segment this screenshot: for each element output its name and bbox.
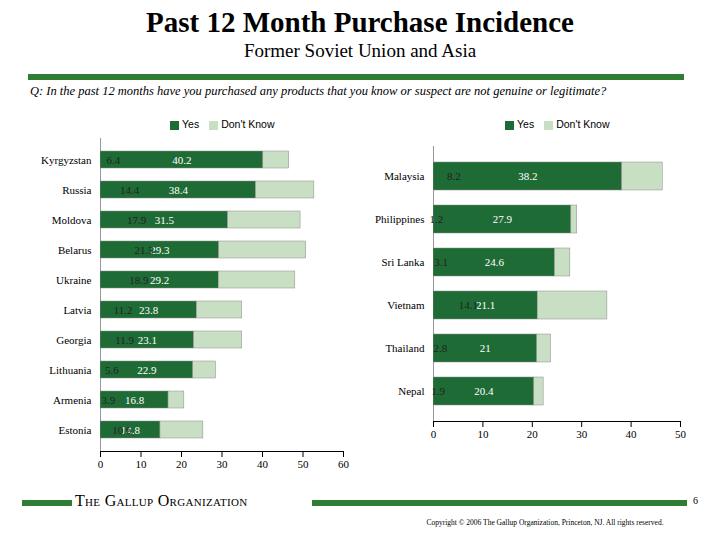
html-text:6: 6 xyxy=(693,495,698,506)
svg-text:10.6: 10.6 xyxy=(112,424,132,436)
svg-text:30: 30 xyxy=(217,458,229,470)
svg-text:14.1: 14.1 xyxy=(459,299,478,311)
svg-text:Estonia: Estonia xyxy=(59,424,92,436)
svg-text:Georgia: Georgia xyxy=(56,334,91,346)
svg-text:20: 20 xyxy=(176,458,188,470)
svg-text:Ukraine: Ukraine xyxy=(56,274,92,286)
html-text:Former Soviet Union and Asia: Former Soviet Union and Asia xyxy=(243,40,477,61)
svg-text:60: 60 xyxy=(338,458,350,470)
svg-text:10: 10 xyxy=(136,458,148,470)
svg-text:40.2: 40.2 xyxy=(172,154,191,166)
svg-text:16.8: 16.8 xyxy=(125,394,145,406)
svg-text:3.9: 3.9 xyxy=(102,394,116,406)
svg-text:Kyrgyzstan: Kyrgyzstan xyxy=(41,154,92,166)
svg-text:11.2: 11.2 xyxy=(114,304,133,316)
svg-text:50: 50 xyxy=(675,428,687,440)
svg-text:6.4: 6.4 xyxy=(107,154,121,166)
svg-text:31.5: 31.5 xyxy=(155,214,175,226)
svg-text:20: 20 xyxy=(527,428,539,440)
svg-text:Lithuania: Lithuania xyxy=(49,364,91,376)
svg-text:50: 50 xyxy=(298,458,310,470)
svg-text:Nepal: Nepal xyxy=(398,385,424,397)
svg-text:Russia: Russia xyxy=(62,184,91,196)
svg-text:0: 0 xyxy=(98,458,104,470)
html-text:Yes: Yes xyxy=(182,118,200,130)
svg-text:Philippines: Philippines xyxy=(375,213,425,225)
html-text:Past 12 Month Purchase Inciden: Past 12 Month Purchase Incidence xyxy=(146,6,574,38)
svg-text:22.9: 22.9 xyxy=(137,364,157,376)
svg-text:Armenia: Armenia xyxy=(53,394,92,406)
svg-text:Sri Lanka: Sri Lanka xyxy=(381,256,424,268)
svg-text:Thailand: Thailand xyxy=(385,342,425,354)
svg-text:40: 40 xyxy=(626,428,638,440)
svg-text:Moldova: Moldova xyxy=(52,214,92,226)
html-text:The Gallup Organization: The Gallup Organization xyxy=(75,492,248,509)
html-text:Yes: Yes xyxy=(517,118,535,130)
svg-text:2.8: 2.8 xyxy=(434,342,448,354)
html-text:Q: In the past 12 months have: Q: In the past 12 months have you purcha… xyxy=(30,84,607,98)
svg-text:10: 10 xyxy=(477,428,489,440)
svg-text:0: 0 xyxy=(431,428,437,440)
svg-text:1.2: 1.2 xyxy=(430,213,444,225)
svg-text:Vietnam: Vietnam xyxy=(387,299,425,311)
svg-text:21.5: 21.5 xyxy=(134,244,154,256)
svg-text:Belarus: Belarus xyxy=(58,244,92,256)
svg-text:3.1: 3.1 xyxy=(434,256,448,268)
svg-text:23.8: 23.8 xyxy=(139,304,159,316)
html-text:Don't Know: Don't Know xyxy=(221,118,275,130)
svg-text:21.1: 21.1 xyxy=(476,299,495,311)
svg-text:20.4: 20.4 xyxy=(474,385,494,397)
svg-text:14.4: 14.4 xyxy=(120,184,140,196)
svg-text:18.9: 18.9 xyxy=(129,274,149,286)
svg-text:Latvia: Latvia xyxy=(63,304,91,316)
svg-text:21: 21 xyxy=(480,342,491,354)
svg-text:40: 40 xyxy=(257,458,269,470)
svg-text:27.9: 27.9 xyxy=(493,213,513,225)
svg-text:Malaysia: Malaysia xyxy=(384,170,424,182)
svg-text:5.6: 5.6 xyxy=(105,364,119,376)
svg-text:1.9: 1.9 xyxy=(431,385,445,397)
svg-text:38.2: 38.2 xyxy=(518,170,537,182)
html-text:Copyright © 2006 The Gallup Or: Copyright © 2006 The Gallup Organization… xyxy=(426,518,664,527)
svg-text:30: 30 xyxy=(576,428,588,440)
svg-text:29.3: 29.3 xyxy=(150,243,170,256)
svg-text:24.6: 24.6 xyxy=(485,256,505,268)
svg-text:29.2: 29.2 xyxy=(150,274,169,286)
svg-text:8.2: 8.2 xyxy=(447,170,461,182)
svg-text:11.9: 11.9 xyxy=(115,334,134,346)
svg-text:23.1: 23.1 xyxy=(138,334,157,346)
svg-text:38.4: 38.4 xyxy=(169,184,189,196)
html-text:Don't Know: Don't Know xyxy=(556,118,610,130)
svg-text:17.9: 17.9 xyxy=(127,214,147,226)
